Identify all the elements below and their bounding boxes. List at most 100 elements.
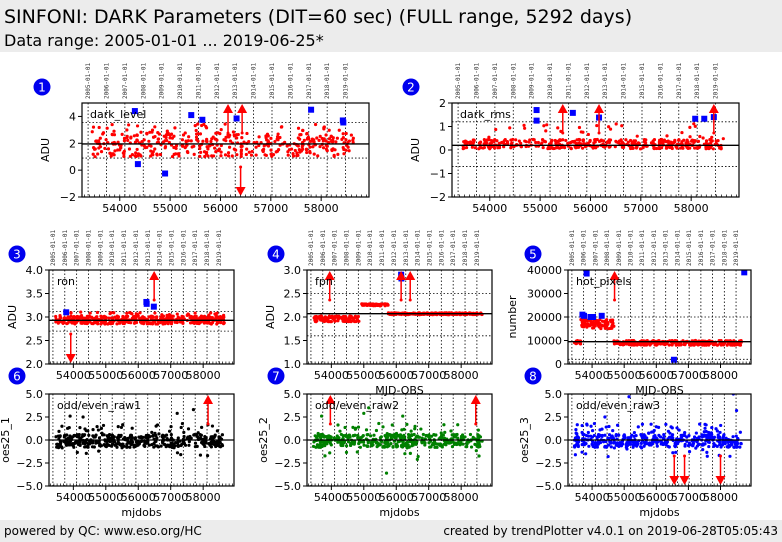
data-point — [156, 137, 160, 141]
data-point — [187, 135, 191, 139]
data-point — [121, 423, 125, 427]
data-point — [411, 442, 416, 446]
data-point — [153, 147, 157, 151]
data-point — [155, 444, 159, 448]
data-point — [138, 311, 142, 315]
arrow-down-icon — [235, 187, 246, 196]
data-point — [738, 430, 742, 434]
data-point — [344, 444, 349, 448]
data-point — [145, 132, 149, 136]
data-point — [196, 139, 200, 143]
data-point — [130, 312, 134, 316]
x-tick-label: 54000 — [314, 491, 349, 504]
data-point — [165, 320, 170, 324]
date-tick-label: 2019-01-01 — [474, 229, 481, 266]
data-point — [595, 319, 599, 323]
arrow-tail — [683, 454, 687, 458]
data-point — [110, 320, 115, 325]
data-point — [575, 423, 579, 427]
data-point — [624, 138, 628, 142]
data-point — [151, 153, 155, 157]
data-point — [365, 444, 369, 449]
data-point — [245, 147, 249, 151]
data-point — [97, 146, 101, 150]
data-point — [476, 433, 480, 437]
data-point — [214, 314, 218, 318]
date-tick-label: 2019-01-01 — [343, 62, 350, 99]
data-point — [685, 138, 689, 142]
data-point — [257, 143, 261, 148]
data-point — [614, 122, 618, 126]
data-point — [264, 134, 268, 138]
data-point — [129, 441, 134, 445]
data-point — [683, 430, 687, 435]
data-point — [311, 145, 315, 149]
data-point — [54, 320, 58, 324]
x-tick-label: 56000 — [573, 202, 608, 215]
data-point — [635, 440, 639, 444]
data-point — [194, 433, 199, 437]
data-point — [91, 428, 95, 432]
data-point — [169, 322, 174, 326]
data-point — [456, 436, 460, 440]
data-point — [635, 343, 639, 347]
y-tick-label: 0 — [439, 144, 446, 157]
data-point — [228, 139, 233, 143]
data-point — [343, 425, 347, 430]
date-tick-label: 2016-01-01 — [657, 62, 664, 99]
data-point — [580, 430, 584, 435]
data-point — [232, 133, 236, 137]
data-point — [607, 443, 611, 447]
y-tick-label: 0 — [555, 358, 562, 371]
data-point — [115, 436, 120, 440]
data-point — [574, 141, 578, 146]
outlier-marker — [162, 170, 169, 177]
powered-by-link[interactable]: powered by QC: www.eso.org/HC — [4, 524, 202, 538]
data-point — [696, 146, 700, 150]
data-point — [444, 443, 448, 447]
data-point — [79, 314, 84, 318]
data-point — [121, 321, 125, 326]
data-point — [198, 453, 203, 457]
data-point — [399, 443, 404, 448]
data-point — [674, 450, 678, 454]
data-point — [91, 152, 95, 156]
data-point — [386, 444, 390, 448]
data-point — [701, 136, 705, 140]
date-tick-label: 2005-01-01 — [455, 62, 462, 99]
data-point — [193, 311, 197, 315]
data-point — [413, 427, 417, 431]
data-point — [250, 149, 254, 154]
data-point — [325, 442, 329, 446]
data-point — [313, 318, 318, 322]
y-tick-label: 40000 — [527, 264, 562, 277]
data-point — [614, 139, 618, 143]
arrow-up-icon — [324, 271, 335, 280]
data-point — [709, 434, 713, 438]
y-axis-label: oes25_3 — [518, 417, 531, 463]
data-point — [608, 127, 613, 131]
data-point — [620, 342, 624, 346]
date-tick-label: 2016-01-01 — [698, 229, 705, 266]
data-point — [165, 313, 169, 317]
data-point — [648, 441, 652, 445]
data-point — [675, 426, 679, 430]
data-point — [247, 150, 251, 154]
data-point — [575, 441, 580, 445]
data-point — [127, 123, 131, 127]
date-tick-label: 2018-01-01 — [204, 229, 211, 266]
x-tick-label: 56000 — [379, 369, 414, 382]
data-point — [608, 326, 612, 331]
x-tick-label: 55000 — [346, 369, 381, 382]
data-point — [372, 433, 376, 437]
data-point — [586, 322, 590, 326]
data-point — [95, 315, 99, 319]
x-tick-label: 56000 — [639, 491, 674, 504]
data-point — [203, 435, 207, 439]
data-point — [459, 441, 463, 445]
data-point — [158, 321, 162, 325]
y-tick-label: −2 — [430, 191, 446, 204]
data-point — [597, 434, 601, 439]
data-point — [173, 126, 177, 130]
